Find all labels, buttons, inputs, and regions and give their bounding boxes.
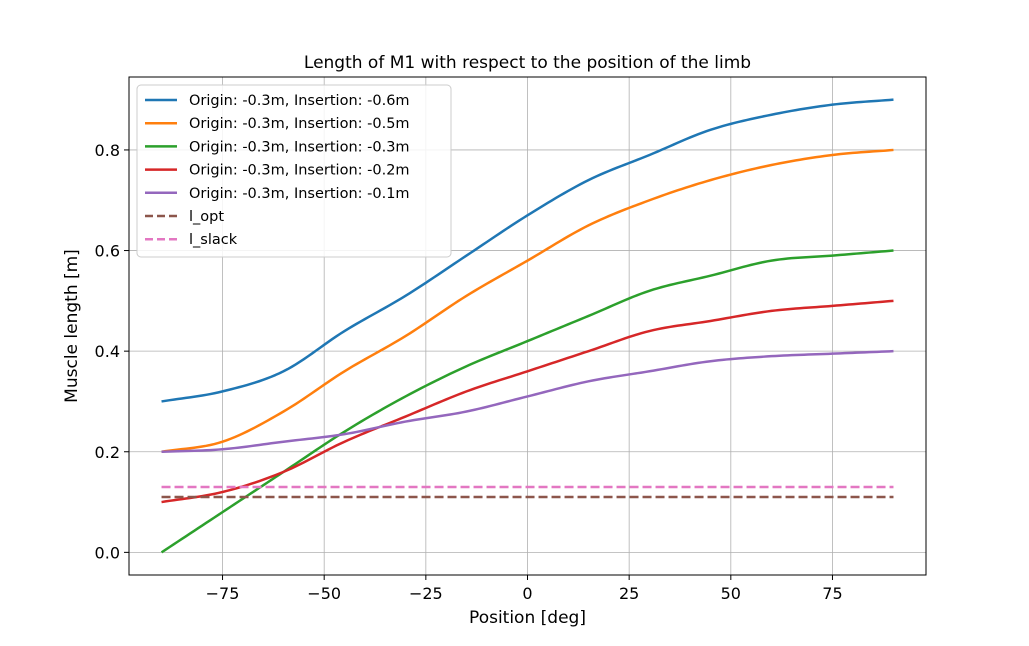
legend-label: l_opt [189, 209, 224, 225]
x-tick-label: 0 [522, 584, 532, 603]
x-tick-label: −25 [409, 584, 443, 603]
series-line [161, 148, 894, 453]
x-tick-label: −75 [206, 584, 240, 603]
series-line [161, 349, 894, 454]
legend-label: Origin: -0.3m, Insertion: -0.1m [189, 186, 410, 202]
y-tick-label: 0.4 [95, 342, 120, 361]
y-tick-label: 0.0 [95, 543, 120, 562]
x-axis-label: Position [deg] [469, 608, 586, 628]
legend-label: Origin: -0.3m, Insertion: -0.2m [189, 163, 410, 179]
y-tick-label: 0.6 [95, 242, 120, 261]
axis-ticks: −75 −50 −25 0 25 50 75 0.0 0.2 0.4 0.6 0.8 [95, 141, 843, 603]
x-tick-label: −50 [307, 584, 341, 603]
y-tick-label: 0.8 [95, 141, 120, 160]
y-tick-label: 0.2 [95, 443, 120, 462]
x-tick-label: 50 [721, 584, 741, 603]
y-axis-label: Muscle length [m] [62, 249, 82, 403]
legend-label: Origin: -0.3m, Insertion: -0.6m [189, 93, 410, 109]
legend-label: Origin: -0.3m, Insertion: -0.3m [189, 139, 410, 155]
legend-label: Origin: -0.3m, Insertion: -0.5m [189, 116, 410, 132]
series-line [161, 98, 894, 403]
series-group [160, 98, 894, 554]
chart-title: Length of M1 with respect to the positio… [304, 53, 751, 73]
legend-box [136, 84, 452, 258]
legend: Origin: -0.3m, Insertion: -0.6m Origin: -… [136, 84, 452, 258]
legend-label: l_slack [189, 232, 238, 248]
x-tick-label: 25 [619, 584, 639, 603]
series-line [161, 299, 894, 504]
x-tick-label: 75 [822, 584, 842, 603]
